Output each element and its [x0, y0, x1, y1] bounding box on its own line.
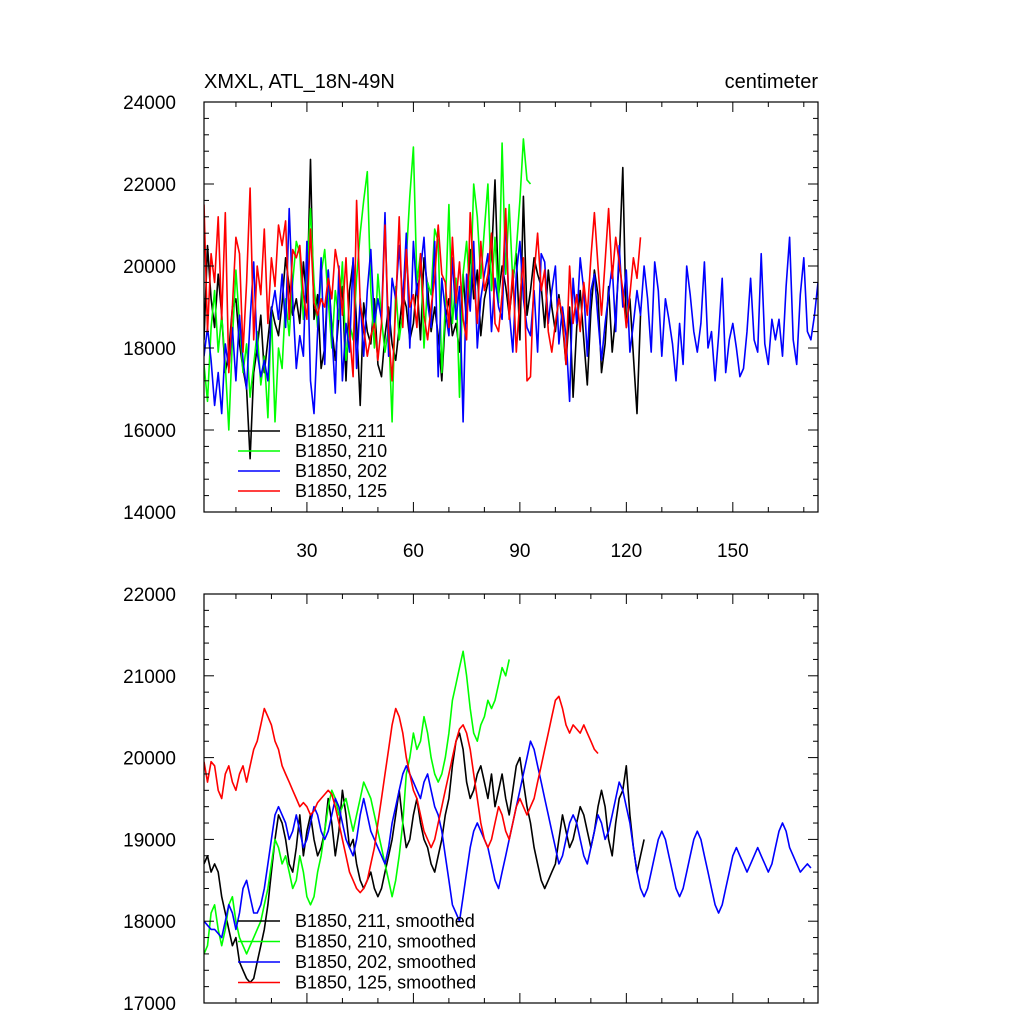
top-y-tick-label: 14000 — [123, 503, 176, 524]
bottom-series-line-1 — [204, 732, 645, 984]
top-plot-frame — [203, 101, 819, 513]
top-chart-title: XMXL, ATL_18N-49N — [204, 71, 395, 93]
top-chart-units: centimeter — [725, 71, 819, 93]
bottom-y-tick-label: 17000 — [123, 994, 176, 1015]
top-y-tick-label: 18000 — [123, 339, 176, 360]
bottom-series-line-2 — [204, 650, 510, 955]
bottom-y-tick-label: 20000 — [123, 749, 176, 770]
bottom-y-tick-label: 19000 — [123, 830, 176, 851]
top-y-tick-label: 24000 — [123, 93, 176, 114]
top-legend-label-3: B1850, 202 — [295, 461, 387, 481]
top-x-tick-label: 120 — [610, 541, 642, 562]
bottom-y-tick-label: 21000 — [123, 667, 176, 688]
bottom-series-group — [204, 650, 812, 984]
top-panel: XMXL, ATL_18N-49N centimeter 14000160001… — [123, 71, 819, 562]
bottom-legend-label-1: B1850, 211, smoothed — [295, 911, 475, 931]
top-legend-label-1: B1850, 211 — [295, 421, 386, 441]
bottom-y-tick-label: 18000 — [123, 912, 176, 933]
bottom-legend-label-3: B1850, 202, smoothed — [295, 952, 476, 972]
top-series-group — [204, 138, 818, 460]
bottom-plot-frame — [203, 593, 819, 1004]
top-series-line-2 — [204, 138, 532, 431]
bottom-series-line-4 — [204, 695, 599, 894]
top-y-tick-label: 20000 — [123, 257, 176, 278]
top-x-tick-label: 30 — [296, 541, 317, 562]
bottom-series-line-3 — [204, 740, 812, 939]
top-x-tick-label: 60 — [403, 541, 424, 562]
bottom-legend-label-2: B1850, 210, smoothed — [295, 932, 476, 952]
bottom-panel: 17000 18000 19000 20000 21000 22000 B1850, 21… — [123, 585, 819, 1015]
top-x-tick-label: 150 — [717, 541, 749, 562]
bottom-y-tick-label: 22000 — [123, 585, 176, 606]
top-legend-label-4: B1850, 125 — [295, 481, 387, 501]
top-y-tick-label: 16000 — [123, 421, 176, 442]
bottom-legend-label-4: B1850, 125, smoothed — [295, 973, 476, 993]
top-series-line-4 — [204, 187, 642, 382]
top-y-tick-label: 22000 — [123, 175, 176, 196]
top-series-line-3 — [204, 207, 818, 423]
bottom-axes-group: 17000 18000 19000 20000 21000 22000 — [123, 585, 819, 1015]
top-legend-label-2: B1850, 210 — [295, 441, 387, 461]
top-axes-group: 14000 16000 18000 20000 22000 24000 30 60 90 120 1… — [123, 93, 819, 562]
top-x-tick-label: 90 — [509, 541, 530, 562]
